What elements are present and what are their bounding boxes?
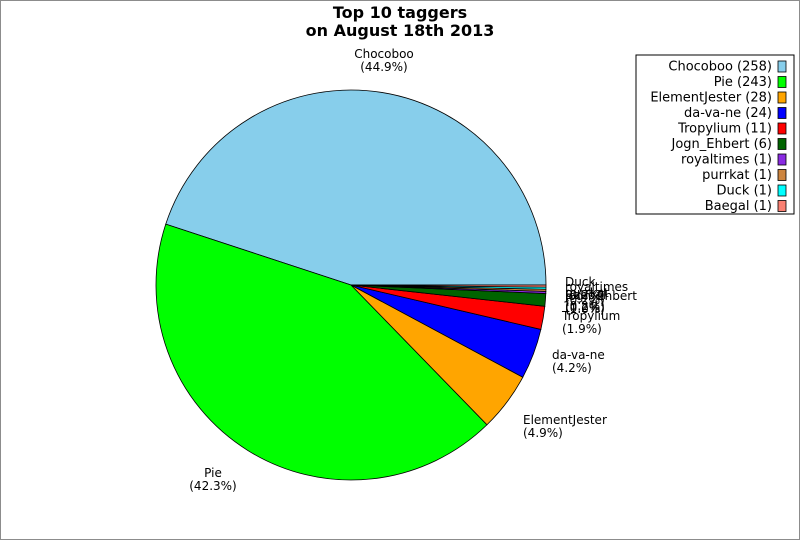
legend-swatch xyxy=(777,153,787,166)
legend-swatch xyxy=(777,76,787,88)
legend-label: royaltimes (1) xyxy=(681,153,772,168)
legend-swatch xyxy=(777,107,787,119)
legend-swatch xyxy=(777,169,787,181)
legend-label: Chocoboo (258) xyxy=(668,60,772,75)
slice-label-royaltimes: royaltimes (0.2%) xyxy=(565,280,628,307)
slice-label-duck: Duck (0.2%) xyxy=(565,275,605,302)
slice-label-jogn-ehbert: Jogn_Ehbert (1.0%) xyxy=(564,289,637,316)
slice-label-da-va-ne: da-va-ne (4.2%) xyxy=(552,348,605,375)
slice-label-tropylium: Tropylium (1.9%) xyxy=(561,309,620,336)
legend-label: Baegal (1) xyxy=(705,199,772,214)
slice-label-purrkat: purrkat (0.2%) xyxy=(565,286,609,313)
slice-label-pie: Pie (42.3%) xyxy=(189,466,236,493)
legend-swatch xyxy=(777,60,787,73)
legend-label: purrkat (1) xyxy=(702,168,772,183)
legend-label: Pie (243) xyxy=(714,75,772,90)
legend-swatch xyxy=(777,91,787,104)
legend-box xyxy=(635,54,795,215)
pie-slice-baegal xyxy=(350,284,547,288)
pie-slice-pie xyxy=(155,223,488,481)
legend-label: Jogn_Ehbert (6) xyxy=(671,137,772,152)
chart-title: Top 10 taggers xyxy=(333,3,467,22)
pie-slices xyxy=(155,89,547,481)
legend-label: Tropylium (11) xyxy=(677,122,772,137)
legend-swatch xyxy=(777,122,787,135)
slice-label-baegal: Baegal (0.2%) xyxy=(565,288,606,315)
legend-swatch xyxy=(777,184,787,197)
legend: Chocoboo (258)Pie (243)ElementJester (28… xyxy=(635,54,795,215)
chart-subtitle: on August 18th 2013 xyxy=(306,21,495,40)
slice-label-elementjester: ElementJester (4.9%) xyxy=(523,413,607,440)
legend-label: ElementJester (28) xyxy=(650,91,772,106)
legend-label: Duck (1) xyxy=(717,184,772,199)
legend-swatch xyxy=(777,200,787,212)
legend-label: da-va-ne (24) xyxy=(684,106,772,121)
pie-slice-labels: Chocoboo (44.9%) Pie (42.3%) ElementJester (4… xyxy=(189,47,637,493)
legend-swatch xyxy=(777,138,787,150)
slice-label-chocoboo: Chocoboo (44.9%) xyxy=(354,47,414,74)
pie-slice-chocoboo xyxy=(165,89,547,286)
